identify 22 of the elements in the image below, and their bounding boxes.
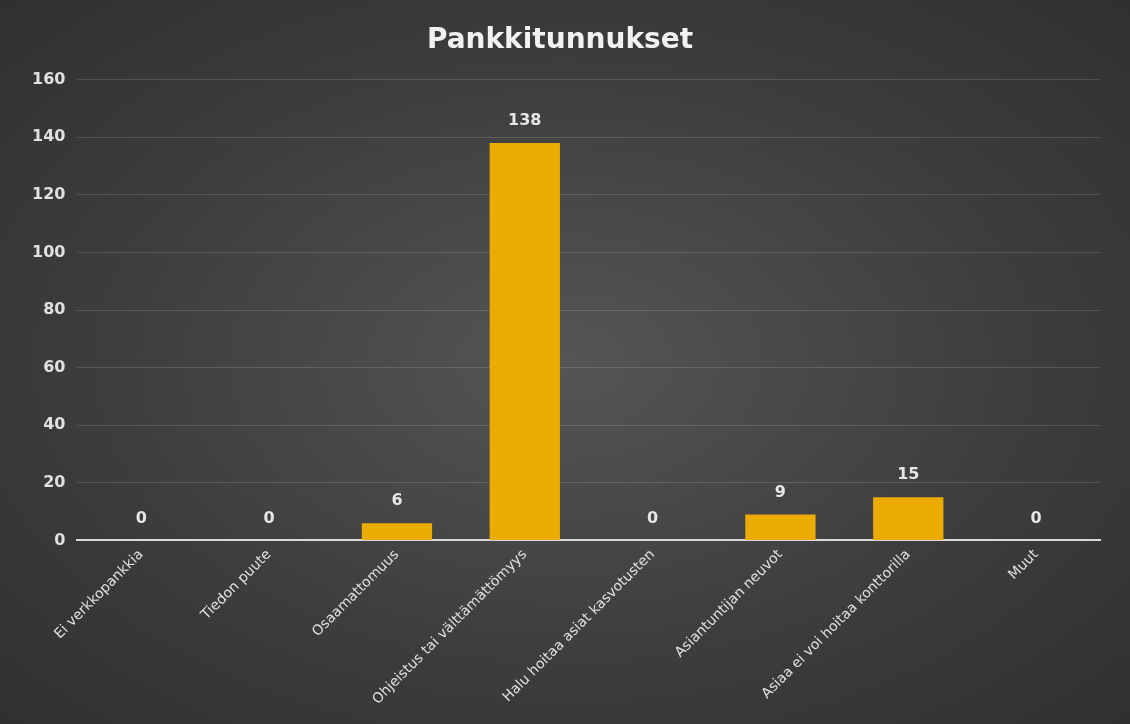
chart-title: Pankkitunnukset xyxy=(426,22,694,56)
data-label: 9 xyxy=(774,481,787,501)
data-label: 6 xyxy=(391,490,403,510)
y-tick-label: 40 xyxy=(43,414,66,434)
y-tick-label: 100 xyxy=(31,241,66,261)
y-tick-label: 20 xyxy=(43,472,66,491)
y-tick-label: 120 xyxy=(31,183,66,203)
data-label: 15 xyxy=(897,464,920,484)
y-tick-label: 60 xyxy=(43,356,66,376)
bar xyxy=(873,497,944,540)
y-tick-label: 140 xyxy=(31,126,66,146)
data-label: 0 xyxy=(263,507,275,527)
bar xyxy=(489,142,560,540)
y-tick-label: 160 xyxy=(31,68,66,88)
data-label: 138 xyxy=(508,110,542,130)
bar xyxy=(361,523,433,540)
y-tick-label: 0 xyxy=(54,529,66,549)
data-label: 0 xyxy=(1030,507,1042,527)
y-tick-label: 80 xyxy=(43,299,66,319)
bar xyxy=(745,514,816,540)
data-label: 0 xyxy=(647,507,659,527)
data-label: 0 xyxy=(135,507,147,527)
